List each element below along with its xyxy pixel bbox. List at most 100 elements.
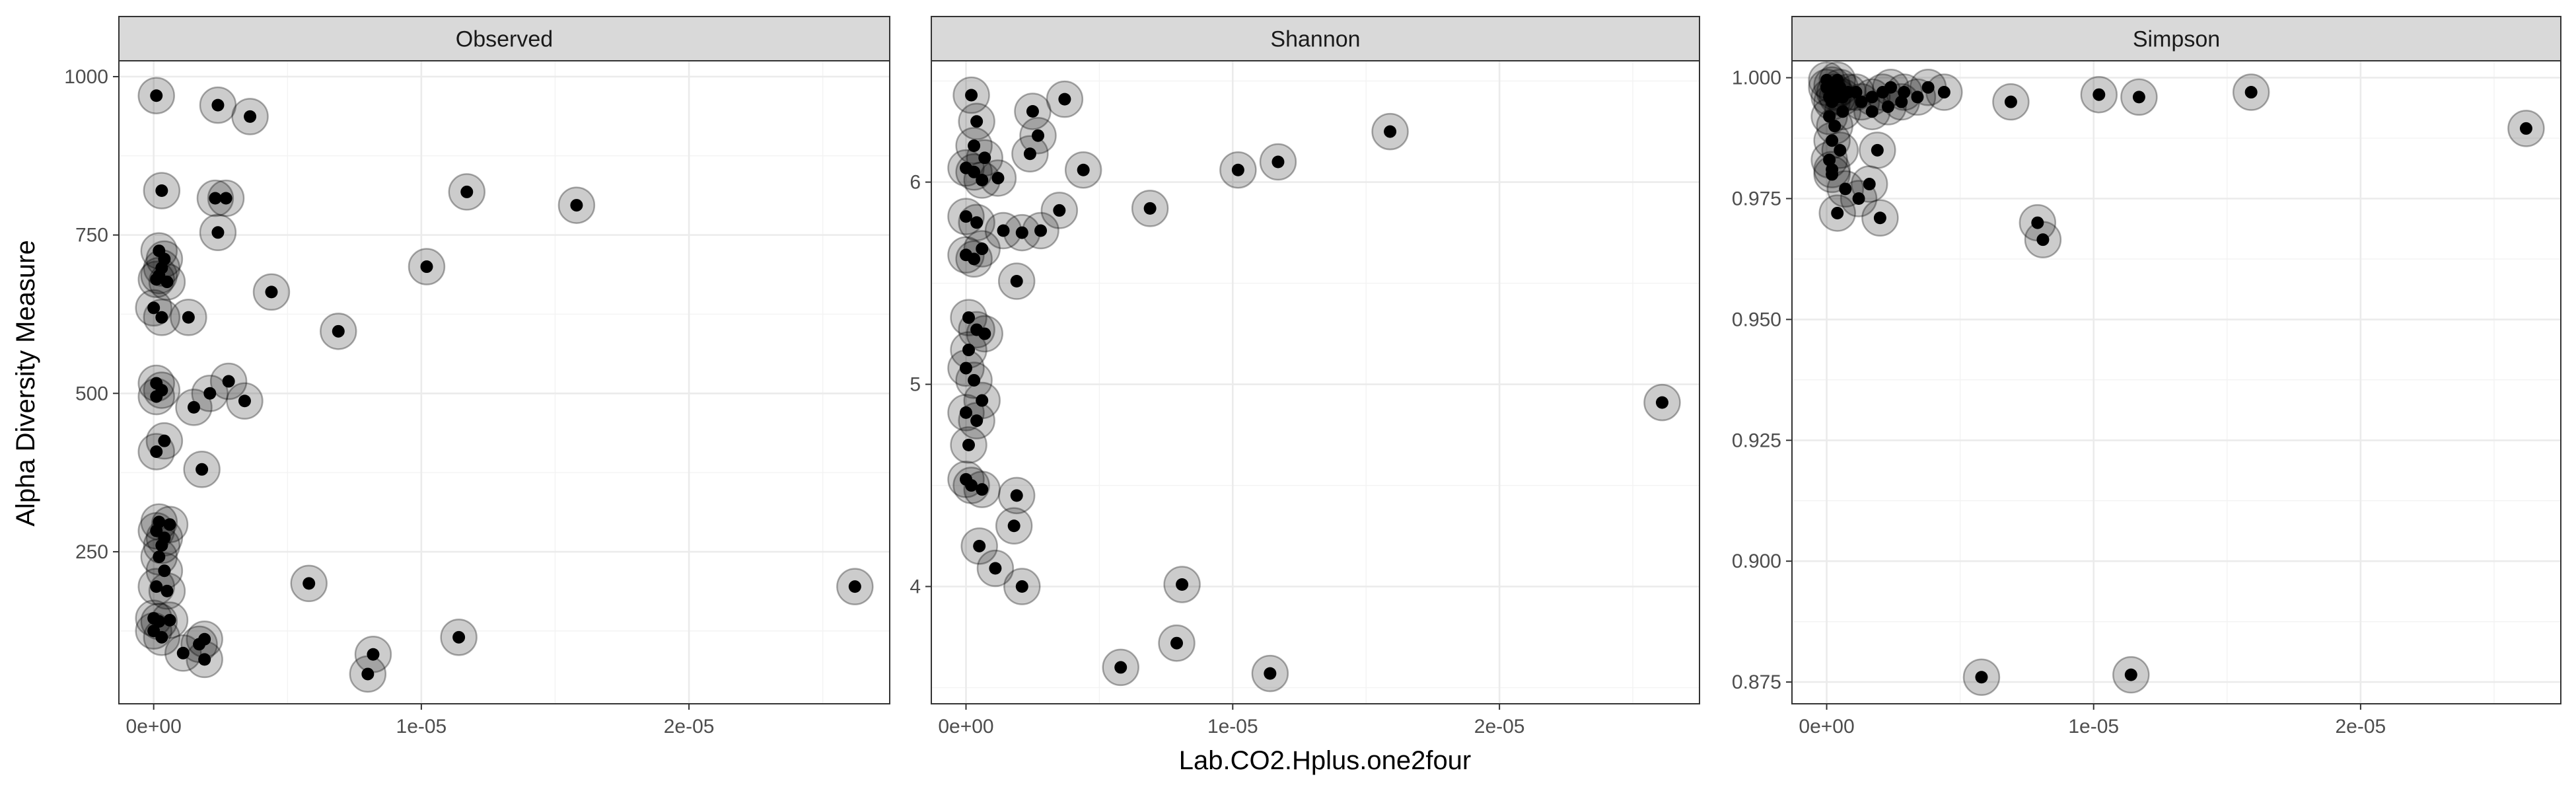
data-point [186, 620, 223, 658]
data-point-dot [163, 518, 176, 531]
panel-simpson: Simpson 0.875 0.900 0.925 0.950 0.975 1.000 0e+… [1732, 16, 2561, 737]
data-point [984, 211, 1022, 250]
data-point [186, 640, 223, 679]
y-tick-label: 0.950 [1732, 309, 1781, 330]
data-point-dot [238, 395, 251, 408]
data-point-dot [1231, 163, 1244, 176]
data-point-dot [303, 577, 316, 590]
data-point-dot [1034, 224, 1048, 237]
data-point-dot [1826, 134, 1839, 147]
data-point [960, 527, 998, 565]
data-point-dot [182, 311, 195, 324]
y-tick-label: 0.875 [1732, 671, 1781, 693]
data-point-dot [332, 324, 345, 338]
y-tick-label: 1.000 [1732, 67, 1781, 89]
data-point-dot [2519, 122, 2532, 135]
data-point [1019, 116, 1057, 155]
data-point-dot [1921, 81, 1935, 94]
data-point-dot [203, 387, 217, 400]
data-point [836, 568, 874, 605]
data-point-dot [1010, 489, 1023, 502]
data-point [440, 619, 478, 656]
data-point-dot [976, 174, 989, 187]
data-point [955, 361, 993, 399]
data-point-dot [968, 139, 981, 153]
data-point [191, 375, 229, 412]
facet-strip [118, 16, 890, 61]
data-point [1861, 199, 1899, 237]
data-point-dot [367, 648, 380, 661]
data-point [1011, 135, 1049, 172]
data-point-dot [1384, 125, 1397, 138]
data-point [1259, 143, 1297, 181]
data-point [137, 77, 175, 114]
facet-strip-label: Simpson [2133, 27, 2220, 52]
data-point [1158, 624, 1196, 662]
data-point-dot [1655, 396, 1668, 409]
data-point-dot [968, 165, 981, 178]
y-tick-label: 0.975 [1732, 188, 1781, 210]
x-tick-label: 0e+00 [938, 716, 993, 737]
data-point-dot [1975, 671, 1988, 684]
plot-area [931, 61, 1699, 704]
data-point [1885, 73, 1923, 111]
data-point-dot [1823, 153, 1836, 167]
data-point-dot [211, 226, 225, 239]
data-point-dot [968, 373, 981, 387]
data-point-dot [959, 361, 972, 375]
data-point [2112, 656, 2150, 694]
data-point [2080, 75, 2118, 114]
data-point [137, 377, 175, 416]
data-point-dot [265, 285, 278, 299]
data-point-dot [1026, 104, 1039, 118]
data-point [143, 619, 181, 656]
data-point-dot [962, 344, 976, 357]
x-tick-label: 1e-05 [1207, 716, 1258, 737]
facet-strip-label: Shannon [1270, 27, 1360, 52]
data-point-dot [150, 273, 163, 286]
data-point [1163, 566, 1201, 603]
y-tick-label: 500 [75, 383, 108, 404]
plot-area [1792, 61, 2561, 704]
data-point-dot [155, 311, 168, 324]
data-point [151, 601, 189, 639]
data-point [408, 248, 446, 285]
data-point-dot [973, 539, 986, 552]
data-point-dot [198, 632, 211, 646]
data-point-dot [150, 580, 163, 593]
data-point-dot [962, 438, 976, 451]
data-point [226, 382, 264, 420]
data-point [1813, 155, 1851, 194]
data-point [1014, 93, 1052, 130]
data-point [1818, 61, 1856, 99]
data-point-dot [1264, 667, 1277, 680]
data-point-dot [1884, 81, 1898, 94]
x-axis-title: Lab.CO2.Hplus.one2four [1179, 746, 1472, 775]
data-point [557, 186, 596, 224]
x-tick-label: 2e-05 [2336, 716, 2386, 737]
data-point [2019, 204, 2057, 242]
data-point-dot [196, 463, 209, 476]
data-point-dot [1015, 580, 1028, 593]
data-point-dot [187, 400, 200, 414]
data-point [1909, 68, 1947, 106]
data-point [997, 262, 1036, 300]
data-point-dot [2132, 91, 2145, 104]
data-point [183, 451, 221, 488]
data-point-dot [1937, 86, 1950, 99]
data-point-dot [1826, 168, 1839, 181]
data-point [207, 179, 245, 217]
data-point-dot [970, 115, 984, 128]
data-point-dot [1828, 120, 1842, 133]
data-point-dot [1015, 226, 1028, 239]
data-point [252, 273, 291, 311]
data-point-dot [1852, 192, 1865, 205]
y-tick-label: 250 [75, 541, 108, 563]
data-point [1102, 648, 1139, 687]
data-point [199, 86, 237, 124]
facet-strip [931, 16, 1700, 61]
data-point-dot [997, 224, 1010, 237]
x-tick-label: 1e-05 [2068, 716, 2119, 737]
data-point [2024, 221, 2062, 258]
data-point [979, 159, 1017, 197]
